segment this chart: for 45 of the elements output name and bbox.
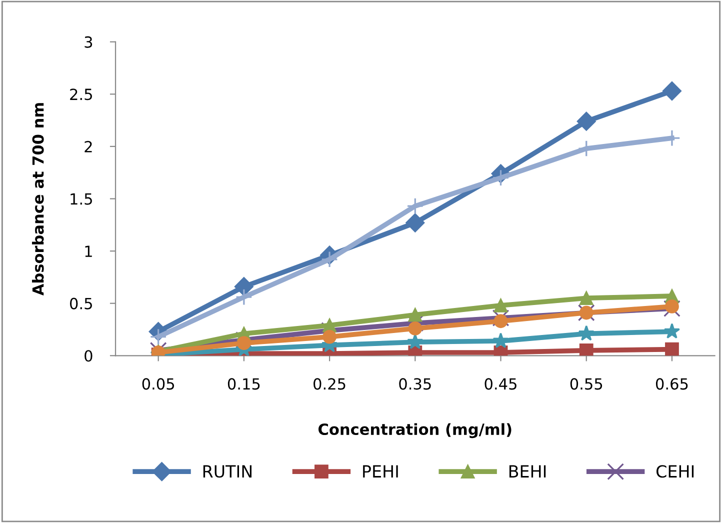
point <box>236 336 251 350</box>
point <box>579 343 594 356</box>
x-tick-label: 0.25 <box>314 378 346 390</box>
point <box>322 330 336 344</box>
y-axis-title: Absorbance at 700 nm <box>32 103 44 296</box>
x-tick-label: 0.05 <box>142 378 174 390</box>
x-tick-label: 0.35 <box>399 378 431 390</box>
y-tick-label: 0 <box>84 350 92 362</box>
point <box>492 332 509 348</box>
legend-label: PEHI <box>363 465 398 478</box>
y-tick-label: 2.5 <box>70 88 92 100</box>
legend-label: CEHI <box>656 465 694 478</box>
point <box>492 169 510 186</box>
point <box>234 277 254 296</box>
legend-label: BEHI <box>509 465 546 478</box>
point <box>150 328 167 346</box>
point <box>406 198 424 215</box>
point <box>664 300 680 318</box>
point <box>408 308 422 322</box>
point <box>408 322 422 336</box>
y-tick-label: 0.5 <box>70 298 92 310</box>
y-tick-label: 1.5 <box>70 193 92 205</box>
point <box>407 334 424 350</box>
y-tick-label: 2 <box>84 140 92 152</box>
y-tick-label: 1 <box>85 246 92 257</box>
point <box>579 291 594 306</box>
point <box>492 310 510 326</box>
point <box>321 250 338 268</box>
point <box>664 323 680 339</box>
point <box>494 298 508 312</box>
x-tick-label: 0.45 <box>484 378 516 390</box>
x-axis-title: Concentration (mg/ml) <box>318 423 512 438</box>
point <box>235 288 252 306</box>
point <box>662 81 682 101</box>
point <box>494 314 508 328</box>
point <box>665 300 679 314</box>
point <box>578 325 594 341</box>
legend-label: RUTIN <box>203 465 252 478</box>
x-tick-label: 0.55 <box>570 378 602 390</box>
y-tick-label: 3 <box>84 36 92 48</box>
point <box>406 213 425 232</box>
point <box>665 342 679 356</box>
x-tick-label: 0.15 <box>228 378 260 390</box>
point <box>576 112 596 131</box>
x-tick-label: 0.65 <box>656 378 688 390</box>
